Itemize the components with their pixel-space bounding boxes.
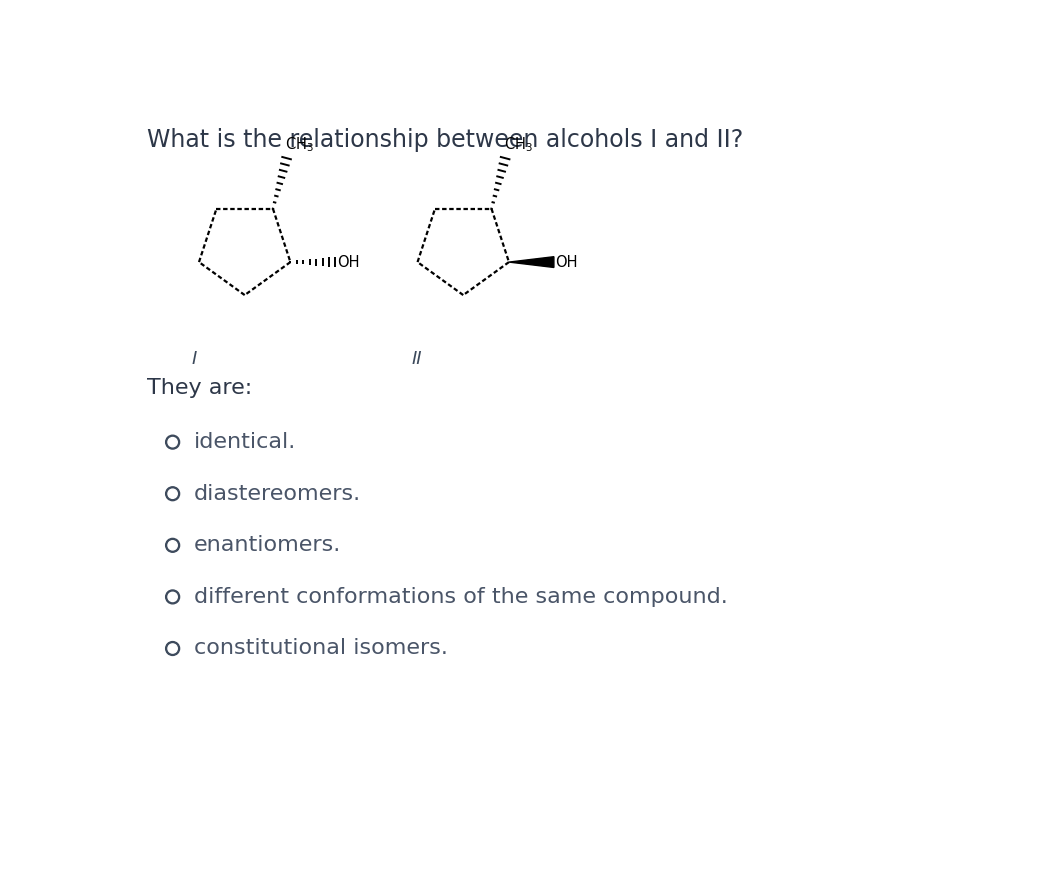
Text: CH$_3$: CH$_3$ [503,135,532,155]
Circle shape [168,489,177,498]
Text: CH$_3$: CH$_3$ [285,135,314,155]
Text: OH: OH [337,254,360,269]
Circle shape [168,438,177,447]
Circle shape [168,593,177,601]
Text: enantiomers.: enantiomers. [193,535,341,555]
Text: I: I [191,350,197,368]
Text: What is the relationship between alcohols I and II?: What is the relationship between alcohol… [147,128,744,152]
Circle shape [168,644,177,653]
Text: They are:: They are: [147,378,253,399]
Text: OH: OH [555,254,578,269]
Circle shape [165,590,180,604]
Text: II: II [412,350,422,368]
Text: identical.: identical. [193,432,295,452]
Circle shape [165,538,180,552]
Text: diastereomers.: diastereomers. [193,483,361,503]
Circle shape [165,487,180,501]
Circle shape [165,642,180,656]
Text: different conformations of the same compound.: different conformations of the same comp… [193,587,727,607]
Polygon shape [509,257,554,267]
Text: constitutional isomers.: constitutional isomers. [193,639,447,658]
Circle shape [168,541,177,550]
Circle shape [165,435,180,449]
